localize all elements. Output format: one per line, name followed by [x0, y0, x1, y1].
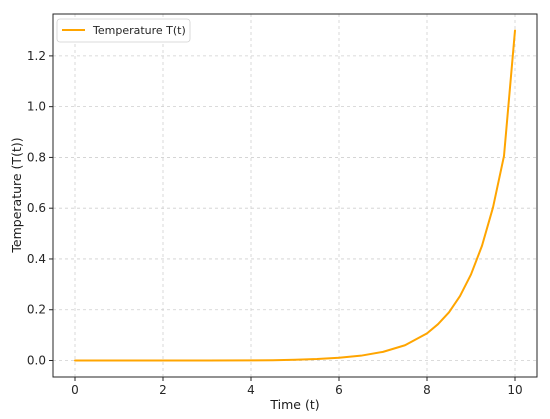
grid [53, 14, 537, 377]
x-tick-label: 10 [507, 383, 522, 397]
legend-box [56, 18, 191, 43]
y-tick-label: 1.0 [27, 100, 46, 114]
series-line [74, 29, 516, 362]
legend: Temperature T(t) [56, 18, 191, 43]
y-tick-label: 0.0 [27, 354, 46, 368]
x-tick-label: 0 [71, 383, 79, 397]
x-tick-label: 4 [247, 383, 255, 397]
x-tick-label: 2 [159, 383, 167, 397]
y-tick-label: 1.2 [27, 49, 46, 63]
x-tick-label: 8 [423, 383, 431, 397]
y-tick-label: 0.8 [27, 150, 46, 164]
legend-label: Temperature T(t) [92, 24, 186, 37]
y-tick-label: 0.6 [27, 201, 46, 215]
x-axis-label: Time (t) [269, 397, 319, 412]
y-tick-label: 0.2 [27, 303, 46, 317]
series-layer [74, 29, 516, 362]
x-tick-label: 6 [335, 383, 343, 397]
y-tick-label: 0.4 [27, 252, 46, 266]
axis-ticks: 0 2 4 6 8 10 0.0 0.2 0.4 0.6 0.8 1.0 1.2 [27, 49, 523, 397]
plot-area [52, 13, 538, 378]
y-axis-label: Temperature (T(t)) [9, 137, 24, 253]
